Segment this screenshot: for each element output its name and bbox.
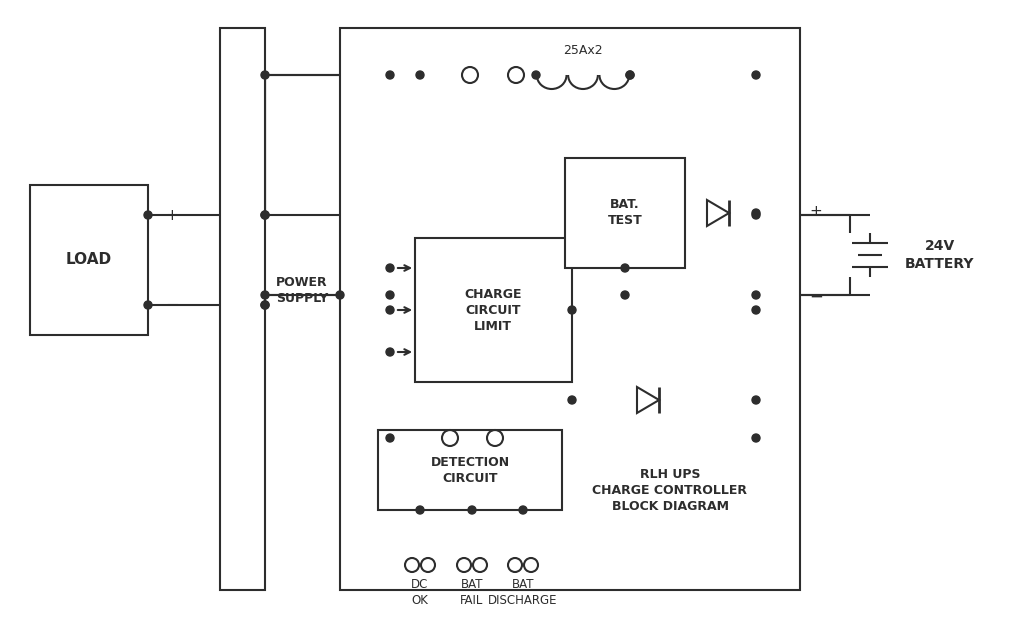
Text: DC
OK: DC OK xyxy=(412,579,429,608)
Circle shape xyxy=(144,211,152,219)
Text: −: − xyxy=(165,296,179,314)
Circle shape xyxy=(386,348,394,356)
Circle shape xyxy=(261,71,269,79)
Text: LOAD: LOAD xyxy=(66,253,112,268)
Circle shape xyxy=(261,291,269,299)
Circle shape xyxy=(621,291,629,299)
Circle shape xyxy=(621,264,629,272)
Circle shape xyxy=(752,306,760,314)
Bar xyxy=(378,430,562,510)
Text: 25Ax2: 25Ax2 xyxy=(563,43,603,56)
Circle shape xyxy=(568,306,575,314)
Text: RLH UPS
CHARGE CONTROLLER
BLOCK DIAGRAM: RLH UPS CHARGE CONTROLLER BLOCK DIAGRAM xyxy=(593,468,748,512)
Text: BAT
FAIL: BAT FAIL xyxy=(461,579,483,608)
Circle shape xyxy=(416,71,424,79)
Text: POWER
SUPPLY: POWER SUPPLY xyxy=(275,275,328,305)
Circle shape xyxy=(752,396,760,404)
Polygon shape xyxy=(707,200,729,226)
Circle shape xyxy=(752,71,760,79)
Bar xyxy=(415,238,572,382)
Circle shape xyxy=(626,71,634,79)
Circle shape xyxy=(261,211,269,219)
Circle shape xyxy=(416,506,424,514)
Bar xyxy=(565,158,685,268)
Bar xyxy=(220,28,265,590)
Circle shape xyxy=(752,211,760,219)
Text: BAT.
TEST: BAT. TEST xyxy=(607,199,642,228)
Circle shape xyxy=(519,506,527,514)
Circle shape xyxy=(386,434,394,442)
Bar xyxy=(30,185,148,335)
Text: BAT
DISCHARGE: BAT DISCHARGE xyxy=(488,579,558,608)
Circle shape xyxy=(752,434,760,442)
Polygon shape xyxy=(637,387,659,413)
Text: −: − xyxy=(809,288,823,306)
Circle shape xyxy=(626,71,634,79)
Circle shape xyxy=(261,301,269,309)
Text: 24V
BATTERY: 24V BATTERY xyxy=(905,240,975,271)
Circle shape xyxy=(261,301,269,309)
Text: CHARGE
CIRCUIT
LIMIT: CHARGE CIRCUIT LIMIT xyxy=(464,288,522,332)
Circle shape xyxy=(386,291,394,299)
Circle shape xyxy=(752,209,760,217)
Circle shape xyxy=(568,396,575,404)
Circle shape xyxy=(386,306,394,314)
Bar xyxy=(340,28,800,590)
Circle shape xyxy=(144,301,152,309)
Text: +: + xyxy=(166,208,178,223)
Circle shape xyxy=(261,211,269,219)
Circle shape xyxy=(386,71,394,79)
Circle shape xyxy=(532,71,540,79)
Circle shape xyxy=(386,264,394,272)
Circle shape xyxy=(468,506,476,514)
Circle shape xyxy=(752,291,760,299)
Text: +: + xyxy=(810,204,822,219)
Circle shape xyxy=(336,291,344,299)
Text: DETECTION
CIRCUIT: DETECTION CIRCUIT xyxy=(430,455,510,485)
